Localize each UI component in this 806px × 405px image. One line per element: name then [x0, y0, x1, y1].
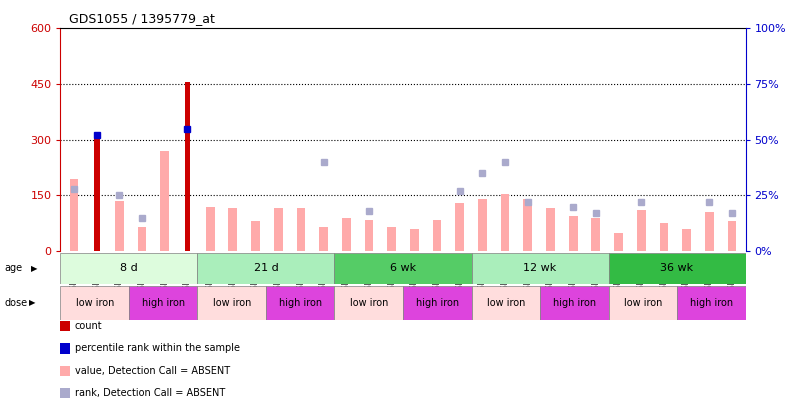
Text: 36 wk: 36 wk [660, 263, 694, 273]
Bar [129, 286, 197, 320]
Bar [501, 194, 509, 251]
Bar [569, 216, 578, 251]
Bar [197, 286, 266, 320]
Bar [659, 223, 668, 251]
Text: percentile rank within the sample: percentile rank within the sample [75, 343, 240, 353]
Text: rank, Detection Call = ABSENT: rank, Detection Call = ABSENT [75, 388, 225, 398]
Bar [206, 207, 214, 251]
Text: 12 wk: 12 wk [523, 263, 557, 273]
Bar [546, 209, 555, 251]
Text: low iron: low iron [76, 298, 114, 308]
Bar [705, 212, 713, 251]
Bar [274, 209, 283, 251]
Text: 21 d: 21 d [254, 263, 278, 273]
Bar [197, 253, 334, 284]
Bar [523, 199, 532, 251]
Bar [472, 286, 540, 320]
Bar [410, 229, 418, 251]
Bar [472, 253, 609, 284]
Text: low iron: low iron [213, 298, 251, 308]
Bar [342, 218, 351, 251]
Text: high iron: high iron [553, 298, 596, 308]
Text: low iron: low iron [487, 298, 525, 308]
Bar [540, 286, 609, 320]
Bar [433, 220, 442, 251]
Text: ▶: ▶ [31, 264, 37, 273]
Bar [60, 286, 129, 320]
Bar [637, 210, 646, 251]
Bar [609, 253, 746, 284]
Bar [677, 286, 746, 320]
Text: high iron: high iron [690, 298, 733, 308]
Text: high iron: high iron [142, 298, 185, 308]
Bar [251, 222, 260, 251]
Text: age: age [4, 263, 22, 273]
Bar [297, 209, 305, 251]
Bar [403, 286, 472, 320]
Bar [682, 229, 691, 251]
Text: value, Detection Call = ABSENT: value, Detection Call = ABSENT [75, 366, 230, 375]
Bar [364, 220, 373, 251]
Bar [334, 286, 403, 320]
Text: low iron: low iron [624, 298, 662, 308]
Bar [319, 227, 328, 251]
Bar [334, 253, 472, 284]
Bar [592, 218, 600, 251]
Bar [185, 82, 190, 251]
Text: dose: dose [4, 298, 27, 308]
Bar [388, 227, 396, 251]
Text: high iron: high iron [279, 298, 322, 308]
Bar [266, 286, 334, 320]
Bar [478, 199, 487, 251]
Bar [614, 232, 623, 251]
Text: 6 wk: 6 wk [390, 263, 416, 273]
Bar [60, 253, 197, 284]
Text: high iron: high iron [416, 298, 459, 308]
Text: count: count [75, 321, 102, 331]
Text: ▶: ▶ [29, 298, 35, 307]
Bar [455, 203, 464, 251]
Bar [115, 201, 124, 251]
Bar [94, 138, 100, 251]
Text: low iron: low iron [350, 298, 388, 308]
Text: GDS1055 / 1395779_at: GDS1055 / 1395779_at [69, 12, 214, 25]
Bar [138, 227, 147, 251]
Bar [609, 286, 677, 320]
Bar [160, 151, 169, 251]
Bar [69, 179, 78, 251]
Bar [228, 209, 237, 251]
Text: 8 d: 8 d [120, 263, 138, 273]
Bar [728, 222, 737, 251]
